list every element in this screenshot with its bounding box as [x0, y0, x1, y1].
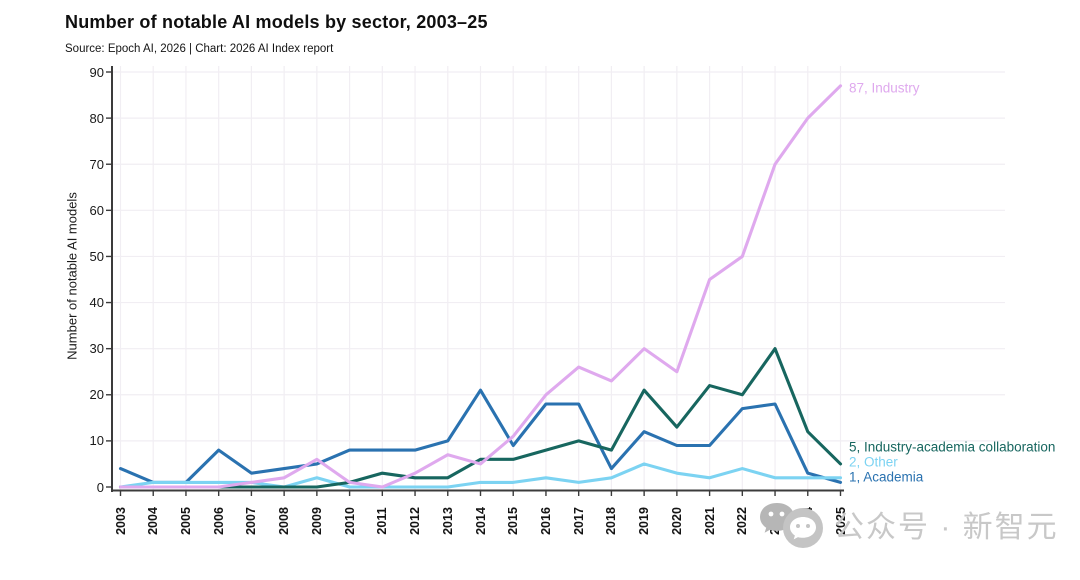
- x-tick-label: 2012: [408, 507, 423, 535]
- x-tick-label: 2006: [211, 507, 226, 535]
- y-tick-label: 80: [89, 110, 104, 126]
- x-tick-label: 2013: [440, 507, 455, 535]
- x-tick-label: 2016: [538, 507, 553, 535]
- end-label-industry: 87, Industry: [849, 80, 920, 96]
- end-label-industry-academia-collaboration: 5, Industry-academia collaboration: [849, 439, 1056, 455]
- page-title: Number of notable AI models by sector, 2…: [65, 12, 488, 32]
- wechat-icon: [760, 503, 823, 548]
- y-tick-label: 40: [89, 295, 104, 311]
- y-tick-label: 60: [89, 202, 104, 218]
- end-label-other: 2, Other: [849, 454, 898, 470]
- x-tick-label: 2005: [178, 507, 193, 535]
- x-tick-label: 2009: [309, 507, 324, 535]
- watermark: 公众号 · 新智元: [756, 499, 1059, 549]
- x-tick-label: 2010: [342, 507, 357, 535]
- line-academia: [118, 388, 843, 484]
- x-tick-label: 2014: [473, 507, 488, 535]
- end-label-academia: 1, Academia: [849, 469, 924, 485]
- x-tick-label: 2018: [604, 507, 619, 535]
- y-tick-label: 30: [89, 341, 104, 357]
- x-tick-label: 2003: [113, 507, 128, 535]
- x-tick-label: 2022: [735, 507, 750, 535]
- x-tick-label: 2021: [702, 507, 717, 535]
- x-tick-label: 2004: [146, 507, 161, 535]
- y-tick-label: 20: [89, 387, 104, 403]
- x-tick-label: 2020: [669, 507, 684, 535]
- y-tick-label: 10: [89, 433, 104, 449]
- watermark-text: 公众号 · 新智元: [834, 511, 1059, 544]
- x-tick-label: 2017: [571, 507, 586, 535]
- line-industry-academia-collaboration: [118, 347, 843, 489]
- y-tick-label: 90: [89, 64, 104, 80]
- x-tick-label: 2007: [244, 507, 259, 535]
- x-tick-label: 2011: [375, 507, 390, 535]
- x-tick-label: 2008: [277, 507, 292, 535]
- y-tick-label: 50: [89, 248, 104, 264]
- line-industry: [118, 84, 843, 489]
- y-tick-label: 0: [96, 479, 104, 495]
- y-tick-label: 70: [89, 156, 104, 172]
- x-tick-label: 2019: [637, 507, 652, 535]
- chart-source-caption: Source: Epoch AI, 2026 | Chart: 2026 AI …: [65, 43, 334, 55]
- x-tick-label: 2015: [506, 507, 521, 535]
